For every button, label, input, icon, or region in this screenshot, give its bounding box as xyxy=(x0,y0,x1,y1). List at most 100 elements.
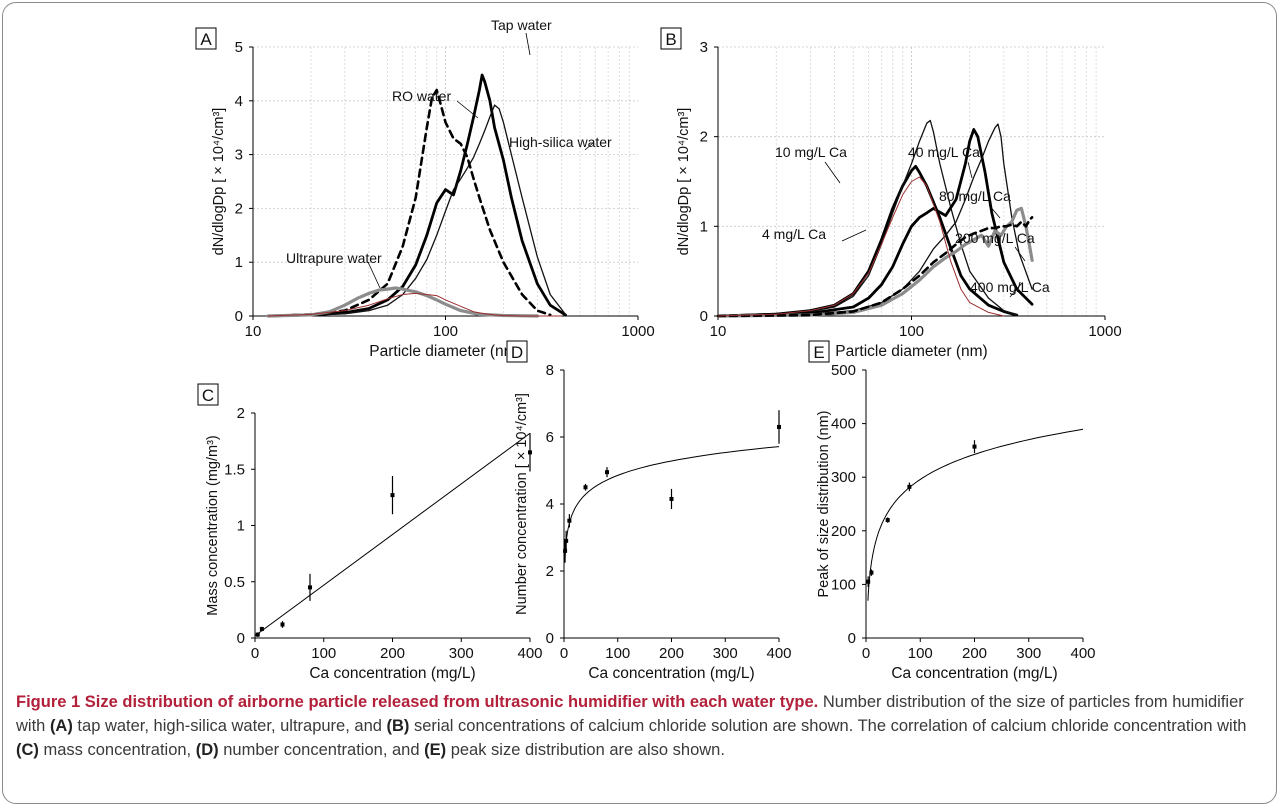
panel-label: C xyxy=(202,386,214,405)
caption-ref-e: (E) xyxy=(424,741,447,759)
y-tick-label: 0 xyxy=(848,630,856,647)
annotation-label: Ultrapure water xyxy=(286,250,382,266)
data-point xyxy=(280,622,285,627)
chart-panel-a: 0 1 2 3 4 5 10 100 1000 Particle diameter (nm) dN/… xyxy=(195,17,655,360)
x-tick-label: 100 xyxy=(433,323,458,340)
y-tick-label: 0 xyxy=(237,630,245,647)
y-tick-label: 2 xyxy=(237,405,245,422)
data-point xyxy=(869,570,874,575)
x-tick-label: 10 xyxy=(710,323,727,340)
y-tick-label: 2 xyxy=(546,563,554,580)
annotation-leader xyxy=(1009,282,1023,298)
annotation-label: RO water xyxy=(392,88,451,104)
data-point xyxy=(390,493,395,498)
y-tick-label: 3 xyxy=(700,39,708,56)
x-tick-label: 100 xyxy=(311,645,336,662)
x-tick-label: 400 xyxy=(1070,645,1095,662)
x-axis-label: Ca concentration (mg/L) xyxy=(588,665,754,682)
series-line-10-mg-l-ca xyxy=(717,119,1018,317)
y-tick-label: 400 xyxy=(831,416,856,433)
y-tick-label: 1 xyxy=(700,218,708,235)
x-tick-label: 10 xyxy=(245,323,262,340)
annotation-leader xyxy=(456,100,479,119)
x-tick-label: 200 xyxy=(659,645,684,662)
caption-text-2: tap water, high-silica water, ultrapure,… xyxy=(72,717,387,735)
series-line-200-mg-l-ca xyxy=(716,206,1034,318)
panel-label-box xyxy=(808,340,830,363)
series-line-unlabeled-6 xyxy=(717,176,1005,317)
annotation-leader xyxy=(584,142,594,151)
y-tick-label: 1.5 xyxy=(224,461,245,478)
figure-caption: Figure 1 Size distribution of airborne p… xyxy=(16,690,1266,762)
chart-panel-e: 0 100 200 300 400 500 0 100 200 300 400 Ca concentr… xyxy=(808,340,1096,682)
x-tick-label: 400 xyxy=(766,645,791,662)
y-tick-label: 3 xyxy=(235,147,243,164)
x-tick-label: 0 xyxy=(560,645,568,662)
annotation-label: High-silica water xyxy=(509,134,612,150)
annotation-leader xyxy=(824,161,841,184)
caption-text-3: serial concentrations of calcium chlorid… xyxy=(409,717,1247,735)
x-tick-label: 100 xyxy=(605,645,630,662)
x-axis-label: Ca concentration (mg/L) xyxy=(309,665,475,682)
annotation-leader xyxy=(988,204,1001,219)
series-line-unlabeled-4 xyxy=(267,292,562,317)
panel-label-box xyxy=(660,27,682,50)
y-tick-label: 5 xyxy=(235,39,243,56)
annotation-label: Tap water xyxy=(491,17,552,33)
y-tick-label: 0 xyxy=(700,308,708,325)
panel-label: D xyxy=(511,343,523,362)
x-tick-label: 1000 xyxy=(621,323,654,340)
annotation-leader xyxy=(967,161,973,179)
data-point xyxy=(866,579,871,584)
panel-label-box xyxy=(197,383,219,406)
y-tick-label: 200 xyxy=(831,523,856,540)
data-point xyxy=(255,632,260,637)
annotation-leader xyxy=(1014,246,1026,262)
y-tick-label: 2 xyxy=(235,200,243,217)
caption-ref-d: (D) xyxy=(195,741,219,759)
y-tick-label: 6 xyxy=(546,429,554,446)
x-axis-label: Ca concentration (mg/L) xyxy=(891,665,1057,682)
series-line-high-silica-water xyxy=(267,104,567,317)
data-point xyxy=(308,585,312,590)
panel-label: E xyxy=(813,343,824,362)
x-tick-label: 0 xyxy=(862,645,870,662)
data-point xyxy=(563,548,568,553)
chart-panel-b: 0 1 2 3 10 100 1000 Particle diameter (nm) dN/dl… xyxy=(660,27,1122,360)
caption-ref-c: (C) xyxy=(16,741,39,759)
chart-panel-d: 0 2 4 6 8 0 100 200 300 400 Ca concentration (mg/L… xyxy=(506,340,792,682)
series-line-tap-water xyxy=(266,73,567,318)
caption-ref-b: (B) xyxy=(386,717,410,735)
x-tick-label: 200 xyxy=(380,645,405,662)
data-point xyxy=(567,518,572,523)
panel-label-box xyxy=(506,340,528,363)
data-point xyxy=(528,450,532,455)
x-tick-label: 300 xyxy=(713,645,738,662)
data-point xyxy=(583,485,588,490)
y-tick-label: 1 xyxy=(235,254,243,271)
y-axis-label: Mass concentration (mg/m³) xyxy=(205,435,221,616)
data-point xyxy=(885,518,890,523)
annotation-leader xyxy=(367,261,381,289)
x-tick-label: 100 xyxy=(899,323,924,340)
y-axis-label: Number concentration [ × 10⁴/cm³] xyxy=(514,393,530,615)
data-point xyxy=(669,496,674,501)
panel-label: B xyxy=(665,30,676,49)
caption-text-5: number concentration, and xyxy=(218,741,425,759)
caption-text-1: Number distribution of the size of parti… xyxy=(16,693,1244,735)
x-tick-label: 1000 xyxy=(1088,323,1121,340)
annotation-label: 10 mg/L Ca xyxy=(775,144,847,160)
y-tick-label: 4 xyxy=(546,496,554,513)
data-point xyxy=(907,484,912,489)
y-tick-label: 0 xyxy=(546,630,554,647)
series-line-ultrapure-water xyxy=(266,286,539,318)
x-axis-label: Particle diameter (nm) xyxy=(835,343,987,360)
annotation-label: 40 mg/L Ca xyxy=(908,144,980,160)
x-tick-label: 300 xyxy=(449,645,474,662)
annotation-label: 200 mg/L Ca xyxy=(955,230,1035,246)
caption-ref-a: (A) xyxy=(49,717,73,735)
x-tick-label: 400 xyxy=(517,645,542,662)
y-tick-label: 4 xyxy=(235,93,243,110)
fit-curve xyxy=(867,428,1084,601)
